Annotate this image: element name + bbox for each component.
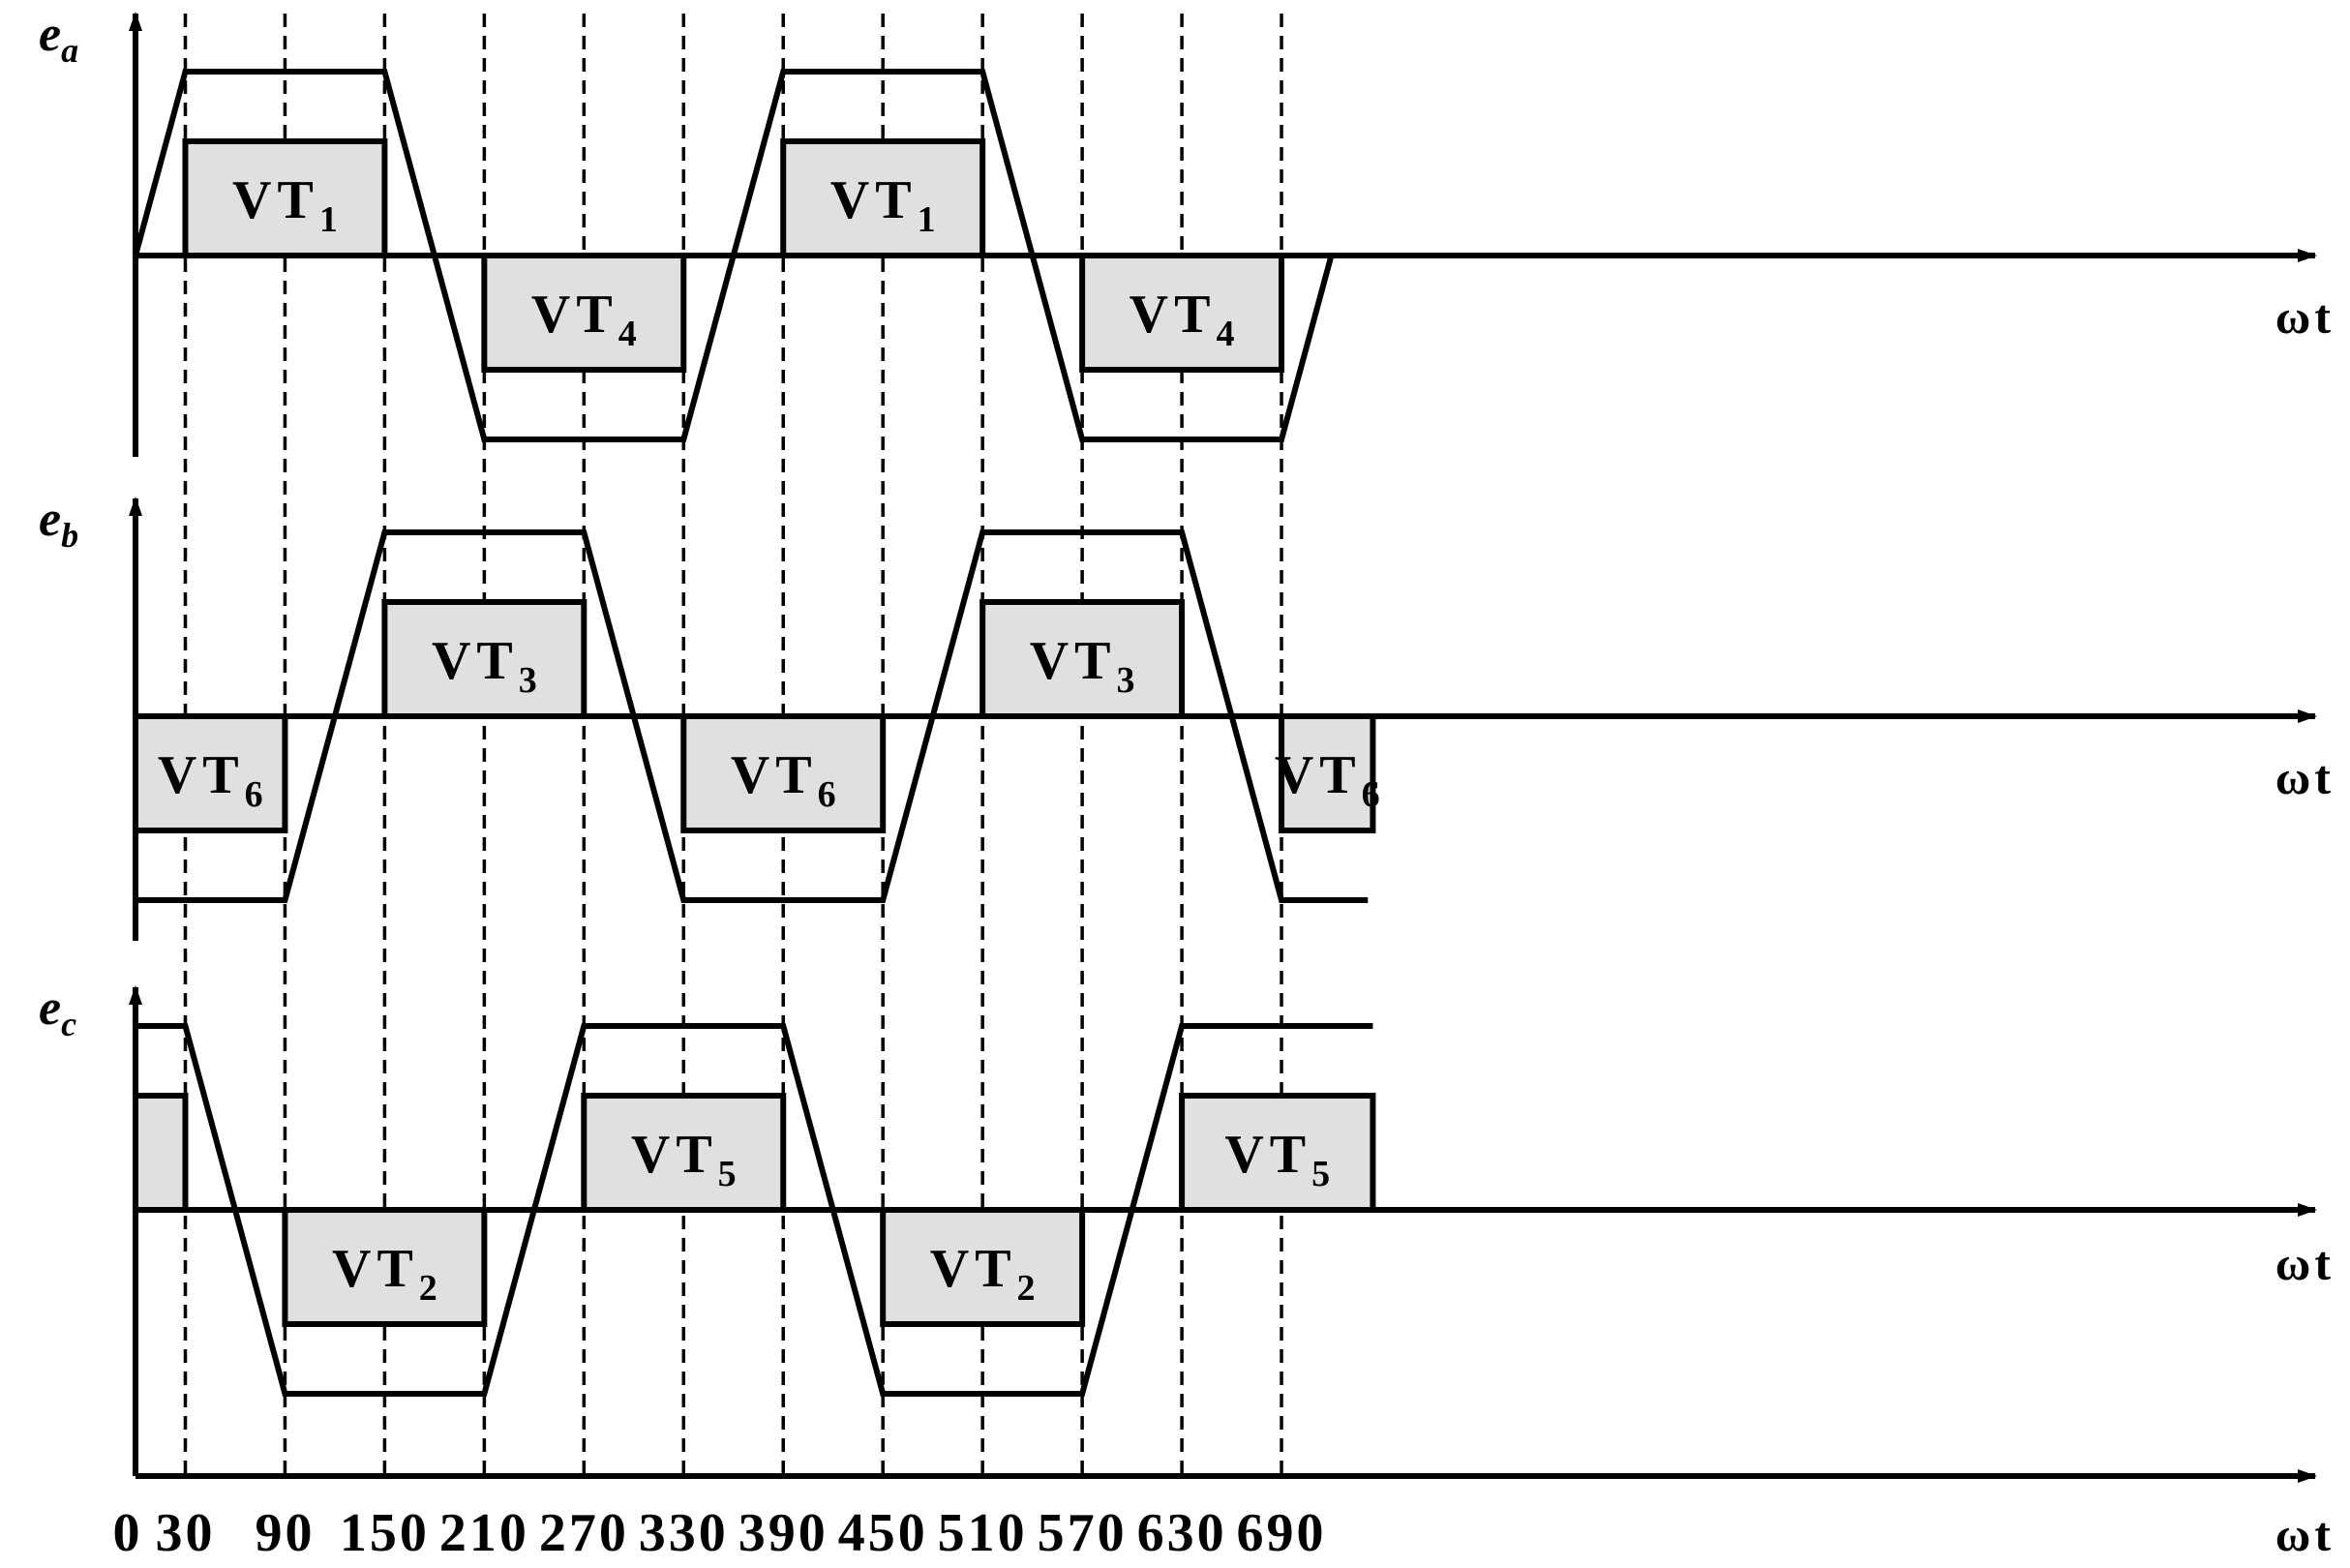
pulse-label-sub: 3 xyxy=(519,660,537,701)
pulse-label-main: VT xyxy=(432,631,519,691)
pulse-label-sub: 6 xyxy=(245,774,263,815)
tick-label-30: 30 xyxy=(155,1503,215,1563)
axis-label-c: ec xyxy=(39,980,76,1043)
pulse-label-sub: 2 xyxy=(419,1268,437,1309)
tick-label-570: 570 xyxy=(1038,1503,1128,1563)
axis-label-sub: a xyxy=(61,31,78,70)
axis-label-main: e xyxy=(39,7,61,62)
wt-label-c: ωt xyxy=(2275,1236,2335,1290)
wt-label-a: ωt xyxy=(2275,289,2335,344)
tick-label-90: 90 xyxy=(255,1503,315,1563)
pulse-label: VT2 xyxy=(930,1239,1036,1309)
pulse-box xyxy=(780,138,986,258)
pulse-label-main: VT xyxy=(1275,745,1362,805)
waveform-b xyxy=(136,529,1369,903)
pulse-label-sub: 4 xyxy=(618,314,637,354)
tick-label-270: 270 xyxy=(539,1503,629,1563)
pulse-label-sub: 4 xyxy=(1216,314,1234,354)
pulse-label-main: VT xyxy=(930,1239,1017,1299)
tick-label-210: 210 xyxy=(439,1503,529,1563)
pulse-box xyxy=(1179,1093,1376,1213)
pulse-label: VT1 xyxy=(830,170,936,240)
wt-label-b: ωt xyxy=(2275,750,2335,804)
pulse-a-3: VT4 xyxy=(1079,253,1285,373)
pulse-box xyxy=(1279,713,1376,833)
pulse-label: VT4 xyxy=(1130,285,1235,354)
tick-label-150: 150 xyxy=(340,1503,430,1563)
tick-label-0: 0 xyxy=(113,1503,143,1563)
tick-label-390: 390 xyxy=(738,1503,829,1563)
pulse-box xyxy=(133,1093,189,1213)
pulse-label: VT1 xyxy=(232,170,338,240)
pulse-label-main: VT xyxy=(1130,285,1217,345)
pulse-label-sub: 1 xyxy=(918,199,936,240)
axis-label-sub: b xyxy=(61,516,78,555)
phase-panels: VT1VT4VT1VT4eaωtVT6VT3VT6VT3VT6ebωtVT2VT… xyxy=(39,7,2335,1476)
pulse-c-3: VT2 xyxy=(880,1207,1086,1327)
pulse-b-0: VT6 xyxy=(133,713,288,833)
pulse-c-2: VT5 xyxy=(581,1093,787,1213)
pulse-b-1: VT3 xyxy=(381,599,588,719)
tick-label-510: 510 xyxy=(938,1503,1028,1563)
pulse-label-sub: 3 xyxy=(1117,660,1135,701)
pulse-label-main: VT xyxy=(631,1125,718,1185)
pulse-label-sub: 1 xyxy=(319,199,338,240)
axis-label-main: e xyxy=(39,492,61,547)
axis-label-b: eb xyxy=(39,492,78,555)
pulse-label-sub: 6 xyxy=(1362,774,1380,815)
pulse-label-sub: 6 xyxy=(818,774,836,815)
pulse-label-sub: 5 xyxy=(718,1154,737,1194)
pulse-a-1: VT4 xyxy=(481,253,687,373)
pulse-label-main: VT xyxy=(1030,631,1117,691)
axis-label-sub: c xyxy=(61,1005,76,1043)
pulse-box xyxy=(680,713,887,833)
pulse-label: VT6 xyxy=(731,745,836,815)
pulse-c-0 xyxy=(133,1093,189,1213)
pulse-b-2: VT6 xyxy=(680,713,887,833)
pulse-label-main: VT xyxy=(1224,1125,1311,1185)
pulse-label: VT3 xyxy=(432,631,537,701)
tick-label-630: 630 xyxy=(1137,1503,1227,1563)
pulse-label: VT3 xyxy=(1030,631,1135,701)
pulse-c-4: VT5 xyxy=(1179,1093,1376,1213)
pulse-label: VT4 xyxy=(531,285,637,354)
pulse-label-main: VT xyxy=(332,1239,419,1299)
pulse-box xyxy=(1079,253,1285,373)
pulse-label-main: VT xyxy=(158,745,245,805)
pulse-label-sub: 5 xyxy=(1311,1154,1330,1194)
pulse-b-3: VT3 xyxy=(979,599,1186,719)
pulse-label: VT2 xyxy=(332,1239,437,1309)
pulse-label-main: VT xyxy=(830,170,918,230)
pulse-label: VT6 xyxy=(1275,745,1380,815)
axis-label-a: ea xyxy=(39,7,78,70)
axis-label-main: e xyxy=(39,980,61,1036)
pulse-label: VT5 xyxy=(1224,1125,1330,1194)
pulse-a-0: VT1 xyxy=(182,138,388,258)
pulse-label: VT5 xyxy=(631,1125,737,1194)
waveform-a xyxy=(133,69,1335,442)
pulse-label: VT6 xyxy=(158,745,263,815)
tick-label-690: 690 xyxy=(1237,1503,1327,1563)
wt-label-bottom: ωt xyxy=(2275,1507,2335,1561)
tick-label-330: 330 xyxy=(639,1503,729,1563)
pulse-label-main: VT xyxy=(731,745,818,805)
pulse-label-main: VT xyxy=(531,285,618,345)
time-axis: 0 30 90 150 210 270 330 390 450 510 570 630 690 ωt xyxy=(113,1469,2335,1563)
pulse-b-4: VT6 xyxy=(1275,713,1380,833)
pulse-a-2: VT1 xyxy=(780,138,986,258)
tick-label-450: 450 xyxy=(838,1503,928,1563)
pulse-label-main: VT xyxy=(232,170,319,230)
pulse-label-sub: 2 xyxy=(1017,1268,1036,1309)
waveform-c xyxy=(136,1023,1373,1397)
pulse-c-1: VT2 xyxy=(282,1207,488,1327)
